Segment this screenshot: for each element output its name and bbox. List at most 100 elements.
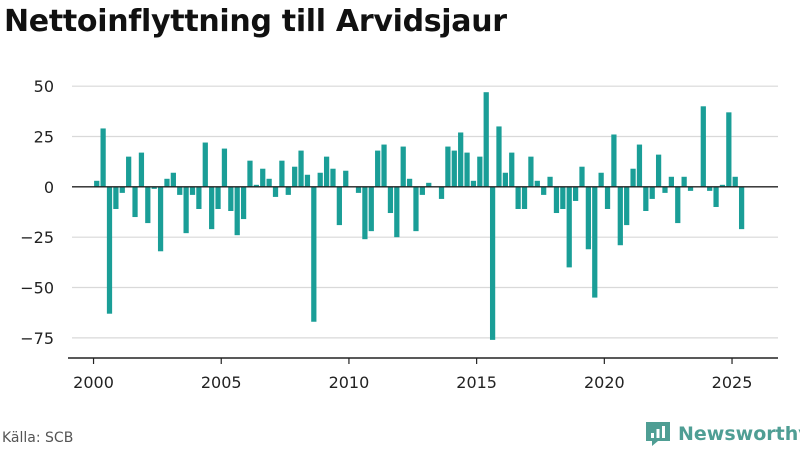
bar — [106, 186, 113, 314]
bar — [157, 186, 164, 252]
bar — [266, 178, 272, 187]
bar — [643, 186, 649, 211]
newsworthy-logo-icon — [646, 422, 670, 446]
source-note: Källa: SCB — [2, 430, 74, 446]
bar — [209, 186, 215, 230]
bar — [636, 144, 643, 187]
bar — [260, 168, 266, 187]
bar — [483, 92, 489, 187]
bar — [177, 186, 183, 195]
bar — [311, 186, 317, 322]
bar — [400, 146, 406, 187]
bar — [183, 186, 189, 234]
bar — [713, 186, 719, 207]
bar — [228, 186, 234, 211]
bar — [240, 186, 247, 220]
bar — [247, 160, 253, 187]
x-tick-label: 2010 — [329, 373, 370, 392]
bar — [592, 186, 598, 298]
bar — [413, 186, 419, 232]
bar — [298, 150, 304, 187]
x-tick-label: 2005 — [201, 373, 242, 392]
bar — [668, 176, 674, 187]
bar — [406, 178, 413, 187]
tick-labels: 50 25 0 −25 −50 −75 2000 2005 2010 2015 2020 2025 — [20, 77, 752, 392]
bar — [579, 166, 585, 187]
bar — [470, 180, 477, 187]
bar — [687, 186, 694, 191]
brand[interactable]: Newsworthy — [644, 420, 800, 448]
bar — [534, 180, 540, 187]
chart-title: Nettoinflyttning till Arvidsjaur — [4, 4, 507, 39]
bar — [477, 156, 483, 187]
bar — [655, 154, 662, 187]
bar — [585, 186, 591, 250]
y-tick-label: −75 — [20, 329, 54, 348]
bar — [617, 186, 623, 246]
bar — [464, 152, 470, 187]
bar — [202, 142, 208, 187]
bars — [94, 92, 745, 340]
bar — [253, 184, 259, 187]
bar — [234, 186, 240, 236]
bar — [132, 186, 138, 218]
bar — [566, 186, 572, 268]
y-tick-label: 0 — [44, 178, 54, 197]
bar — [496, 126, 502, 187]
bar — [164, 178, 170, 187]
bar — [394, 186, 400, 238]
brand-name: Newsworthy — [678, 423, 800, 445]
bar — [145, 186, 151, 224]
bar — [113, 186, 119, 209]
bar — [292, 166, 298, 187]
bar — [362, 186, 368, 240]
bar — [170, 172, 176, 187]
gridlines — [72, 85, 778, 339]
bar — [541, 186, 547, 195]
bar — [336, 186, 342, 226]
bar — [662, 186, 668, 193]
bar — [221, 148, 228, 187]
bar — [547, 176, 553, 187]
bar — [419, 186, 425, 195]
bar — [509, 152, 515, 187]
axes — [68, 186, 778, 364]
bar — [285, 186, 291, 195]
bar — [94, 180, 100, 187]
bar — [426, 182, 432, 187]
bar — [624, 186, 630, 226]
bar — [272, 186, 279, 197]
bar — [330, 168, 336, 187]
bar — [438, 186, 445, 199]
bar — [368, 186, 374, 232]
bar — [611, 134, 617, 187]
bar — [700, 106, 706, 187]
bar — [119, 186, 125, 193]
bar — [528, 156, 534, 187]
bar — [489, 186, 496, 340]
bar — [649, 186, 655, 199]
bar — [355, 186, 362, 193]
x-tick-label: 2000 — [73, 373, 114, 392]
y-tick-label: −50 — [20, 279, 54, 298]
bar — [502, 172, 508, 187]
bar — [598, 172, 604, 187]
x-tick-label: 2025 — [712, 373, 753, 392]
bar — [572, 186, 579, 201]
bar — [521, 186, 528, 209]
bar — [604, 186, 611, 209]
bar — [323, 156, 330, 187]
bar — [560, 186, 566, 209]
bar — [279, 160, 285, 187]
bar — [515, 186, 521, 209]
bar — [732, 176, 738, 187]
bar — [738, 186, 745, 230]
x-tick-label: 2020 — [584, 373, 625, 392]
y-tick-label: 25 — [34, 128, 54, 147]
bar — [707, 186, 713, 191]
bar — [126, 156, 132, 187]
bar — [451, 150, 457, 187]
bar — [726, 112, 732, 187]
bar — [675, 186, 681, 224]
bar — [719, 184, 726, 187]
